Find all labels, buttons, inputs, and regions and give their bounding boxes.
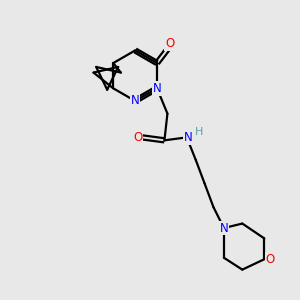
Text: N: N (153, 82, 161, 95)
Text: N: N (220, 221, 228, 235)
Text: O: O (133, 131, 142, 144)
Text: N: N (131, 94, 140, 107)
Text: H: H (195, 127, 203, 137)
Text: O: O (266, 253, 275, 266)
Text: O: O (165, 37, 174, 50)
Text: N: N (184, 131, 193, 144)
